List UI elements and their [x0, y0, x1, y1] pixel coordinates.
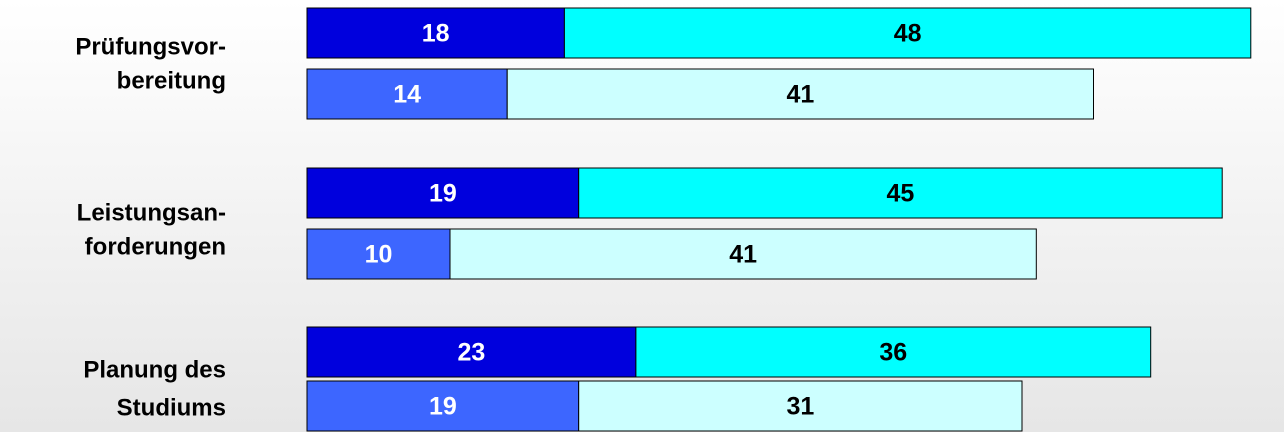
- value-label: 41: [786, 81, 814, 109]
- value-label: 31: [786, 393, 814, 421]
- value-label: 19: [429, 393, 457, 421]
- bar-segment: [563, 7, 1252, 59]
- value-label: 10: [365, 241, 393, 269]
- value-label: 45: [887, 180, 915, 208]
- bar-segment: [306, 7, 565, 59]
- category-label: Planung des: [83, 356, 226, 383]
- bar-segment: [506, 68, 1094, 120]
- category-label: Leistungsan-: [77, 199, 226, 226]
- value-label: 48: [894, 20, 922, 48]
- bar-segment: [306, 167, 580, 219]
- bar-segment: [449, 228, 1037, 280]
- value-label: 14: [393, 81, 421, 109]
- bar-segment: [635, 326, 1152, 378]
- bar-segment: [306, 228, 451, 280]
- value-label: 41: [729, 241, 757, 269]
- category-label: Studiums: [117, 394, 226, 421]
- category-label: Prüfungsvor-: [75, 33, 226, 60]
- value-label: 23: [458, 339, 486, 367]
- bar-segment: [306, 68, 508, 120]
- value-label: 18: [422, 20, 450, 48]
- bar-segment: [578, 380, 1023, 432]
- bar-segment: [306, 326, 637, 378]
- category-label: bereitung: [117, 67, 226, 94]
- value-label: 36: [879, 339, 907, 367]
- value-label: 19: [429, 180, 457, 208]
- bar-segment: [578, 167, 1223, 219]
- category-label: forderungen: [85, 233, 226, 260]
